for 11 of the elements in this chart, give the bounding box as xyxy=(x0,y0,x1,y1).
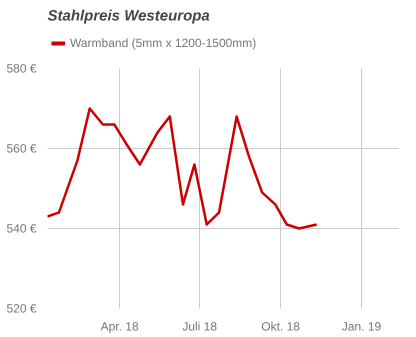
y-tick-label: 560 € xyxy=(6,142,37,156)
y-tick-label: 540 € xyxy=(6,222,37,236)
x-tick-label: Okt. 18 xyxy=(261,320,300,334)
chart-title: Stahlpreis Westeuropa xyxy=(48,8,210,24)
line-series xyxy=(48,107,318,230)
y-tick-label: 580 € xyxy=(6,62,37,76)
x-tick-label: Juli 18 xyxy=(182,320,218,334)
legend-label: Warmband (5mm x 1200-1500mm) xyxy=(70,36,256,50)
x-tick-label: Apr. 18 xyxy=(100,320,139,334)
x-tick-label: Jan. 19 xyxy=(342,320,382,334)
y-tick-label: 520 € xyxy=(6,302,37,316)
